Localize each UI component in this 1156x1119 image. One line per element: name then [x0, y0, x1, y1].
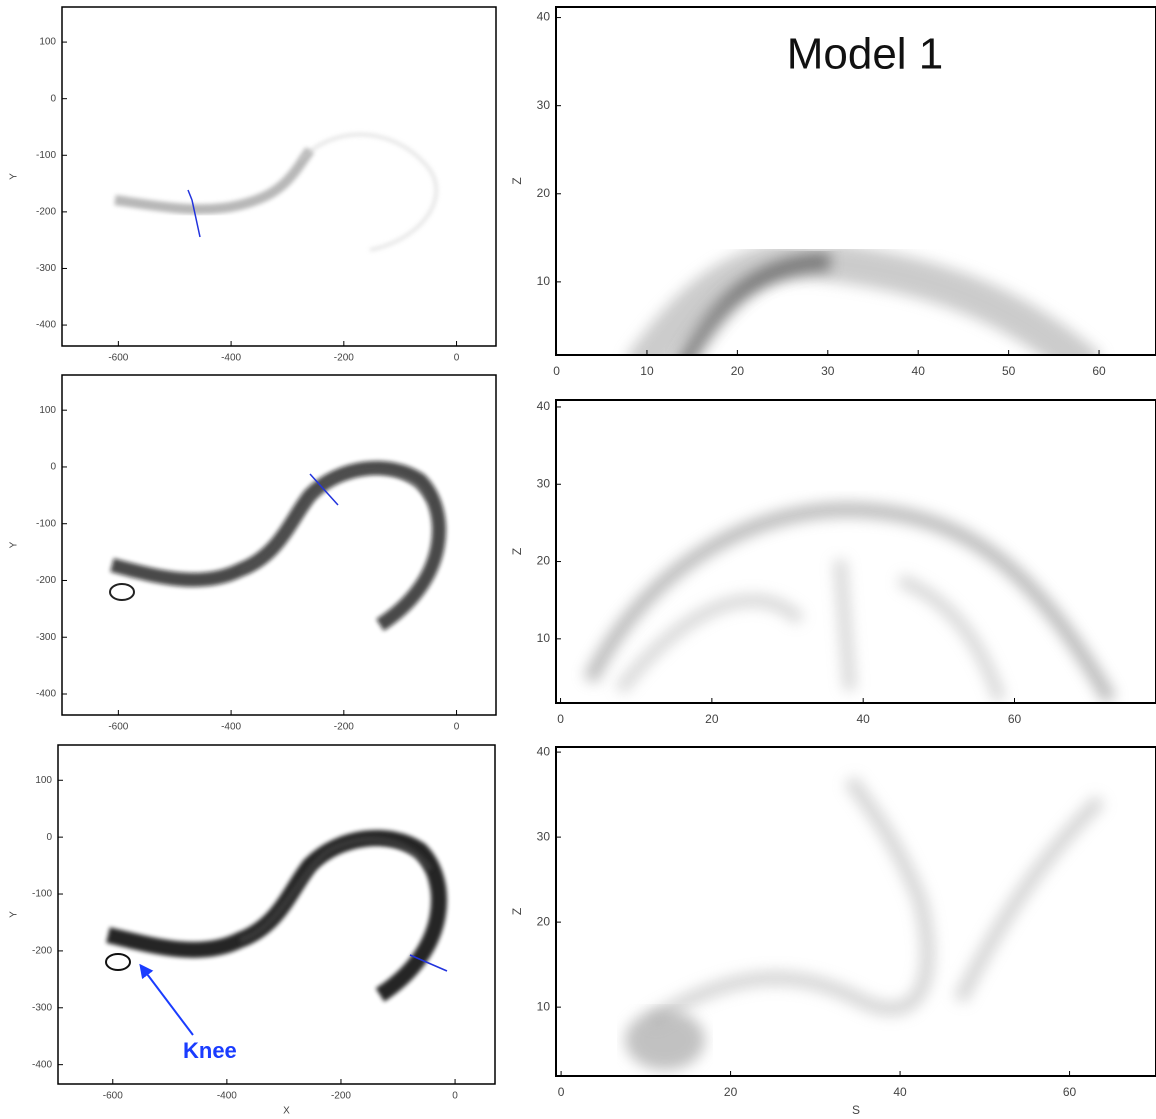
- x-tick-label: 60: [1092, 364, 1106, 378]
- y-tick-label: 40: [537, 10, 551, 24]
- x-tick-label: 20: [705, 712, 719, 726]
- x-tick-label: 40: [857, 712, 871, 726]
- y-tick-label: -300: [36, 263, 56, 274]
- y-axis-label: Z: [510, 908, 524, 915]
- x-tick-label: 0: [452, 1091, 458, 1102]
- x-tick-label: -200: [334, 722, 354, 733]
- image-bottom-right: [625, 775, 1105, 1070]
- annotation: Knee: [183, 1038, 237, 1063]
- y-axis-label: Z: [510, 548, 524, 555]
- image-top-right: [627, 241, 1102, 355]
- x-tick-label: -400: [221, 722, 241, 733]
- image-bottom-left: [105, 830, 448, 1002]
- x-tick-label: -400: [221, 353, 241, 364]
- x-tick-label: 40: [912, 364, 926, 378]
- x-tick-label: -200: [334, 353, 354, 364]
- y-tick-label: -200: [36, 207, 56, 218]
- x-tick-label: 0: [454, 722, 460, 733]
- plot-frame: [555, 746, 1156, 1077]
- y-tick-label: -100: [32, 889, 52, 900]
- knee-arrow: [139, 963, 194, 1036]
- x-tick-label: -200: [331, 1091, 351, 1102]
- y-tick-label: -200: [32, 946, 52, 957]
- x-axis-label: S: [852, 1103, 860, 1117]
- x-tick-label: 50: [1002, 364, 1016, 378]
- plot-frame: [555, 399, 1156, 704]
- y-tick-label: 40: [537, 399, 551, 413]
- y-tick-label: 30: [537, 476, 551, 490]
- x-tick-label: 20: [731, 364, 745, 378]
- y-tick-label: 20: [537, 186, 551, 200]
- image-mid-right: [583, 502, 1117, 703]
- y-tick-label: 20: [537, 914, 551, 928]
- y-axis-label: Y: [9, 173, 20, 180]
- plot-frame: [555, 6, 1156, 356]
- y-tick-label: 10: [537, 999, 551, 1013]
- y-tick-label: 10: [537, 631, 551, 645]
- x-tick-label: 60: [1008, 712, 1022, 726]
- y-tick-label: -400: [36, 320, 56, 331]
- annotation: Model 1: [787, 30, 944, 79]
- x-tick-label: 0: [557, 712, 564, 726]
- y-tick-label: 0: [46, 832, 52, 843]
- y-tick-label: 30: [537, 98, 551, 112]
- x-tick-label: 10: [640, 364, 654, 378]
- y-tick-label: 100: [39, 37, 56, 48]
- image-top-left: [114, 133, 438, 252]
- y-tick-label: -200: [36, 575, 56, 586]
- y-tick-label: 0: [50, 93, 56, 104]
- x-tick-label: -600: [108, 353, 128, 364]
- x-tick-label: 60: [1063, 1085, 1077, 1099]
- y-tick-label: 30: [537, 829, 551, 843]
- y-tick-label: -300: [36, 632, 56, 643]
- y-tick-label: 40: [537, 744, 551, 758]
- x-tick-label: 30: [821, 364, 835, 378]
- y-tick-label: 10: [537, 274, 551, 288]
- y-tick-label: -100: [36, 150, 56, 161]
- plot-frame: [61, 6, 497, 347]
- x-tick-label: 0: [454, 353, 460, 364]
- image-mid-left: [109, 461, 446, 631]
- y-axis-label: Y: [9, 541, 20, 548]
- y-tick-label: 20: [537, 554, 551, 568]
- y-tick-label: -300: [32, 1002, 52, 1013]
- y-axis-label: Y: [9, 911, 20, 918]
- y-tick-label: -400: [32, 1059, 52, 1070]
- plot-frame: [57, 744, 496, 1085]
- x-axis-label: X: [283, 1106, 290, 1117]
- x-tick-label: 0: [553, 364, 560, 378]
- y-tick-label: -400: [36, 689, 56, 700]
- y-tick-label: 100: [35, 775, 52, 786]
- plot-frame: [61, 374, 497, 716]
- x-tick-label: -600: [108, 722, 128, 733]
- y-tick-label: 0: [50, 462, 56, 473]
- x-tick-label: -400: [217, 1091, 237, 1102]
- y-tick-label: 100: [39, 405, 56, 416]
- x-tick-label: -600: [103, 1091, 123, 1102]
- x-tick-label: 0: [558, 1085, 565, 1099]
- x-tick-label: 20: [724, 1085, 738, 1099]
- y-axis-label: Z: [510, 177, 524, 184]
- y-tick-label: -100: [36, 518, 56, 529]
- x-tick-label: 40: [893, 1085, 907, 1099]
